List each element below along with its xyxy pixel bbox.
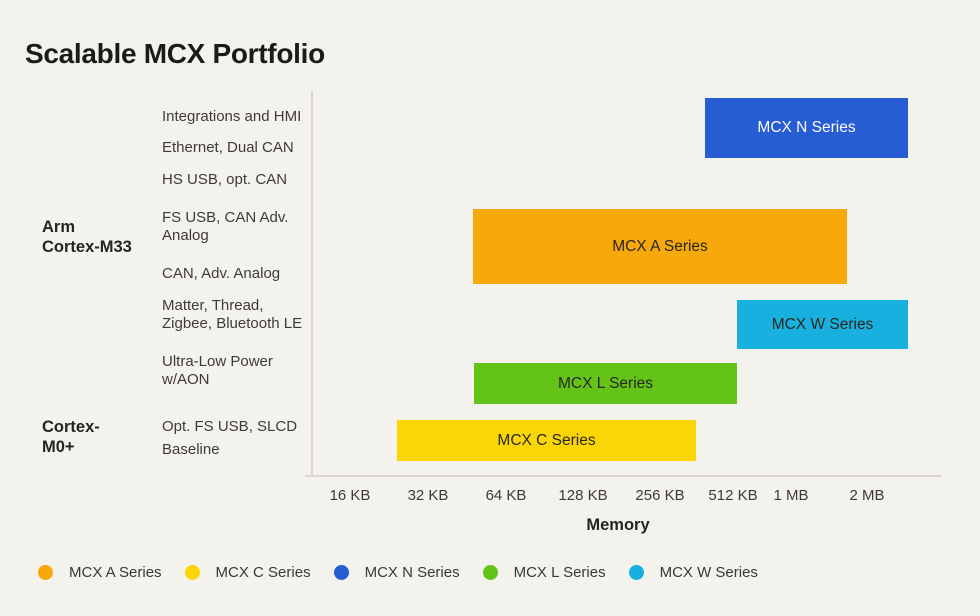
x-tick-16kb: 16 KB [329, 487, 371, 504]
legend-item-mcx-l-series: MCX L Series [482, 564, 606, 581]
legend-dot-icon [482, 565, 498, 580]
feature-row-label: FS USB, CAN Adv. Analog [162, 209, 289, 244]
feature-row-label: Baseline [162, 441, 220, 458]
bar-mcx-l-series: MCX L Series [474, 363, 737, 404]
legend-label: MCX W Series [659, 564, 758, 581]
feature-row-label: CAN, Adv. Analog [162, 265, 281, 282]
bar-mcx-c-series: MCX C Series [397, 420, 696, 461]
cpu-group-label-cortex-m33: Arm Cortex-M33 [42, 218, 132, 256]
feature-row-label: Matter, Thread, Zigbee, Bluetooth LE [162, 297, 303, 332]
feature-row-label: Opt. FS USB, SLCD [162, 418, 298, 435]
x-tick-512kb: 512 KB [708, 487, 758, 504]
x-tick-1mb: 1 MB [773, 487, 809, 504]
x-tick-256kb: 256 KB [635, 487, 685, 504]
legend-dot-icon [333, 565, 349, 580]
bar-label: MCX L Series [557, 374, 654, 392]
feature-row-label: HS USB, opt. CAN [162, 171, 288, 188]
legend-item-mcx-a-series: MCX A Series [38, 564, 162, 581]
legend-label: MCX A Series [69, 564, 162, 581]
page-title: Scalable MCX Portfolio [25, 38, 325, 69]
y-axis-line [311, 91, 313, 476]
bar-label: MCX W Series [771, 315, 874, 333]
x-tick-2mb: 2 MB [849, 487, 885, 504]
legend-label: MCX L Series [513, 564, 606, 581]
legend: MCX A Series MCX C Series MCX N Series M… [38, 564, 758, 581]
bar-label: MCX C Series [497, 431, 596, 449]
x-tick-64kb: 64 KB [485, 487, 527, 504]
bar-mcx-a-series: MCX A Series [473, 209, 847, 284]
bar-mcx-w-series: MCX W Series [737, 300, 908, 349]
legend-dot-icon [184, 565, 200, 580]
feature-row-label: Ultra-Low Power w/AON [162, 353, 273, 388]
legend-item-mcx-w-series: MCX W Series [628, 564, 758, 581]
bar-label: MCX A Series [612, 237, 708, 255]
x-tick-128kb: 128 KB [558, 487, 608, 504]
legend-label: MCX N Series [364, 564, 460, 581]
x-tick-32kb: 32 KB [407, 487, 449, 504]
bar-label: MCX N Series [757, 119, 856, 136]
bar-mcx-n-series: MCX N Series [705, 98, 908, 158]
legend-item-mcx-c-series: MCX C Series [184, 564, 311, 581]
legend-item-mcx-n-series: MCX N Series [333, 564, 460, 581]
feature-row-label: Ethernet, Dual CAN [162, 139, 294, 156]
legend-dot-icon [628, 565, 644, 580]
x-axis-title: Memory [586, 516, 650, 534]
x-axis-line [305, 475, 941, 477]
cpu-group-label-cortex-m0plus: Cortex- M0+ [42, 418, 100, 456]
legend-dot-icon [38, 565, 53, 580]
legend-label: MCX C Series [215, 564, 311, 581]
feature-row-label: Integrations and HMI [162, 108, 302, 125]
